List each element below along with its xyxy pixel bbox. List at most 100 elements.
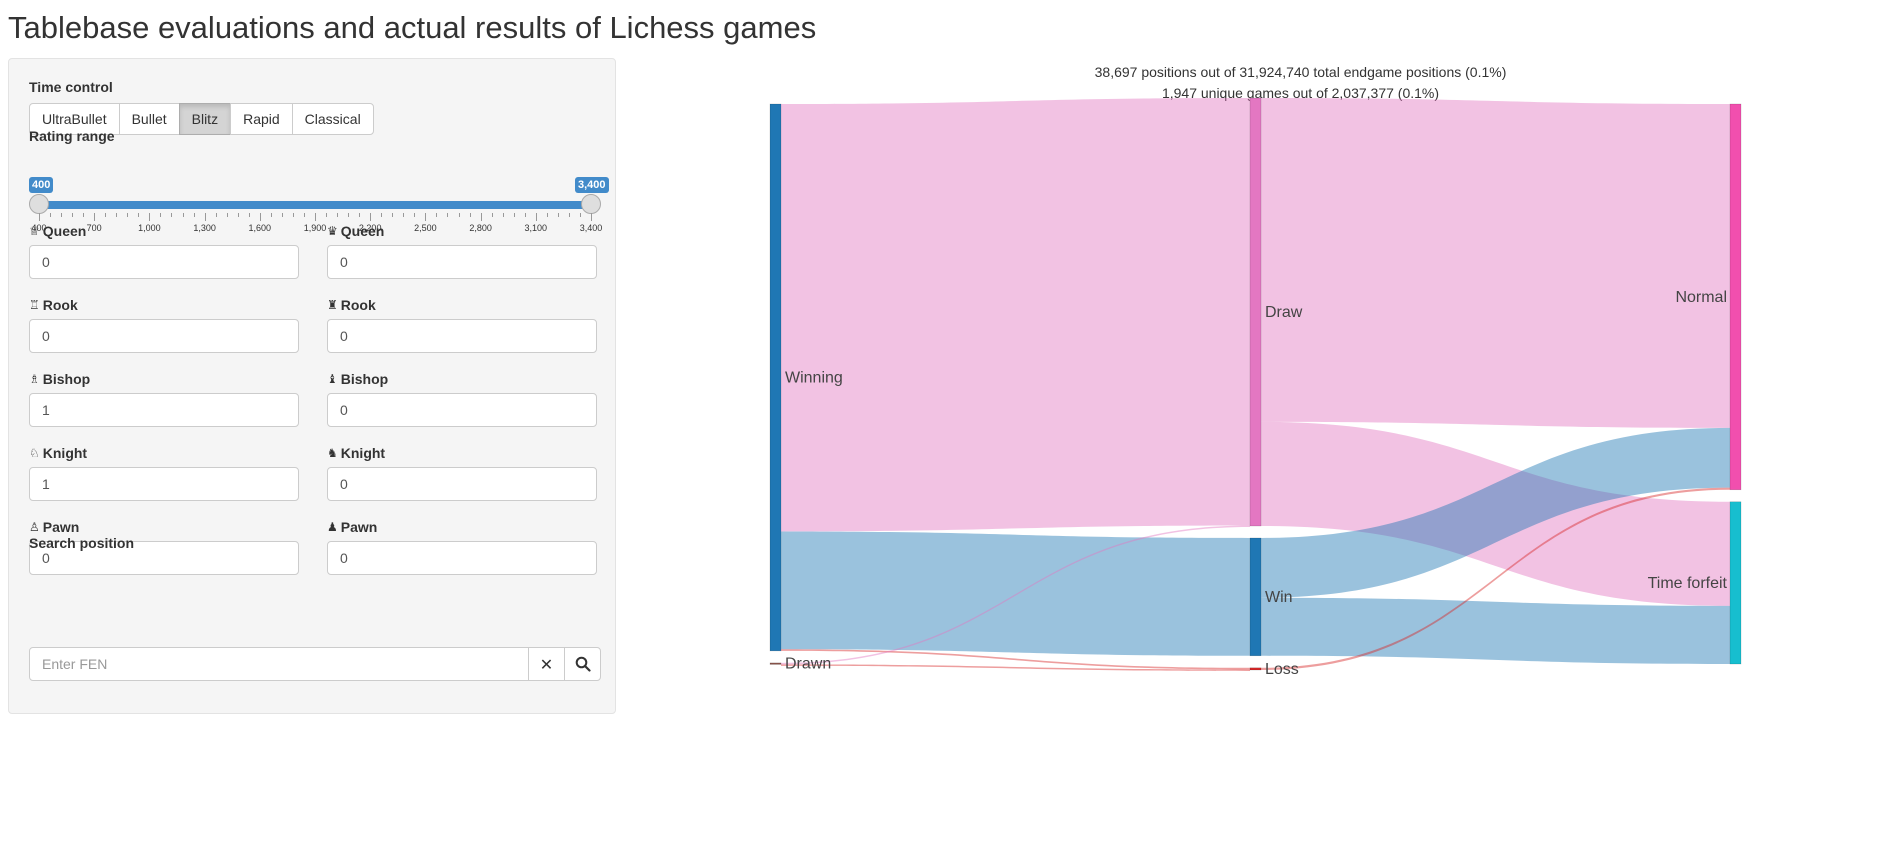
- sankey-node-label: Win: [1265, 589, 1293, 606]
- slider-tick: [127, 213, 129, 217]
- slider-tick: [447, 213, 449, 217]
- sankey-svg: Winning Drawn Draw Win Loss Normal Time forfei…: [769, 97, 1742, 678]
- sankey-node-normal[interactable]: [1729, 103, 1742, 491]
- black-knight-count-input[interactable]: [327, 467, 597, 501]
- black-queen-icon: ♛: [327, 224, 338, 238]
- black-pawn-label-text: Pawn: [340, 519, 378, 535]
- slider-tick: [105, 213, 107, 217]
- slider-tick: [215, 213, 217, 217]
- white-bishop-icon: ♗: [29, 372, 40, 386]
- sankey-link-winning-to-loss[interactable]: [781, 649, 1250, 670]
- search-button[interactable]: [564, 647, 601, 681]
- slider-low-handle[interactable]: [29, 194, 49, 214]
- white-rook-icon: ♖: [29, 298, 40, 312]
- white-bishop-label: ♗ Bishop: [29, 371, 90, 387]
- black-rook-count-input[interactable]: [327, 319, 597, 353]
- white-pawn-count-input[interactable]: [29, 541, 299, 575]
- slider-tick: [480, 213, 482, 221]
- time-control-blitz-button[interactable]: Blitz: [178, 103, 232, 135]
- slider-tick: [326, 213, 328, 217]
- sankey-node-drawn[interactable]: [769, 662, 782, 665]
- time-control-bullet-button[interactable]: Bullet: [118, 103, 180, 135]
- black-bishop-icon: ♝: [327, 372, 338, 386]
- time-control-button-group: UltraBullet Bullet Blitz Rapid Classical: [29, 103, 374, 135]
- search-position-label: Search position: [29, 535, 135, 551]
- black-rook-icon: ♜: [327, 298, 338, 312]
- sankey-node-label: Drawn: [785, 656, 831, 673]
- sankey-link-drawn-to-loss[interactable]: [781, 664, 1250, 671]
- sankey-node-draw[interactable]: [1249, 97, 1262, 527]
- black-bishop-count-input[interactable]: [327, 393, 597, 427]
- time-control-label: Time control: [29, 79, 113, 95]
- time-control-rapid-button[interactable]: Rapid: [230, 103, 293, 135]
- slider-tick: [337, 213, 339, 217]
- black-knight-label: ♞ Knight: [327, 445, 385, 461]
- slider-tick: [182, 213, 184, 217]
- sankey-chart: 38,697 positions out of 31,924,740 total…: [700, 58, 1901, 850]
- sankey-node-win[interactable]: [1249, 537, 1262, 657]
- sankey-link-drawn-to-draw[interactable]: [781, 525, 1250, 665]
- slider-tick-label: 3,100: [524, 223, 548, 233]
- search-group: ✕: [29, 647, 601, 681]
- slider-tick: [359, 213, 361, 217]
- slider-tick: [524, 213, 526, 217]
- black-queen-label: ♛ Queen: [327, 223, 384, 239]
- sankey-node-winning[interactable]: [769, 103, 782, 652]
- sankey-link-draw-to-normal[interactable]: [1261, 98, 1730, 428]
- slider-tick-label: 1,600: [248, 223, 272, 233]
- black-pawn-count-input[interactable]: [327, 541, 597, 575]
- fen-search-input[interactable]: [29, 647, 529, 681]
- slider-tick: [72, 213, 74, 217]
- slider-tick-label: 2,200: [358, 223, 382, 233]
- sankey-node-time-forfeit[interactable]: [1729, 501, 1742, 665]
- sankey-node-loss[interactable]: [1249, 667, 1262, 671]
- sankey-link-win-to-time-forfeit[interactable]: [1261, 597, 1730, 664]
- white-rook-label: ♖ Rook: [29, 297, 78, 313]
- slider-high-handle[interactable]: [581, 194, 601, 214]
- slider-bar[interactable]: [39, 201, 591, 209]
- positions-summary: 38,697 positions out of 31,924,740 total…: [1094, 64, 1507, 80]
- slider-tick: [193, 213, 195, 217]
- slider-low-value: 400: [29, 177, 54, 193]
- white-bishop-count-input[interactable]: [29, 393, 299, 427]
- black-pawn-label: ♟ Pawn: [327, 519, 377, 535]
- slider-tick: [381, 213, 383, 217]
- slider-tick: [50, 213, 52, 217]
- time-control-classical-button[interactable]: Classical: [291, 103, 374, 135]
- white-knight-label-text: Knight: [42, 445, 88, 461]
- white-knight-count-input[interactable]: [29, 467, 299, 501]
- slider-tick: [259, 213, 261, 221]
- black-knight-icon: ♞: [327, 446, 338, 460]
- slider-tick: [94, 213, 96, 221]
- white-knight-icon: ♘: [29, 446, 40, 460]
- sankey-link-winning-to-win[interactable]: [781, 531, 1250, 656]
- black-queen-count-input[interactable]: [327, 245, 597, 279]
- slider-tick-label: 1,000: [138, 223, 161, 233]
- slider-tick: [116, 213, 118, 217]
- slider-tick: [237, 213, 239, 217]
- slider-tick-label: 2,800: [469, 223, 492, 233]
- slider-tick-label: 1,900: [303, 223, 327, 233]
- white-pawn-label: ♙ Pawn: [29, 519, 79, 535]
- sankey-link-loss-to-normal[interactable]: [1261, 487, 1730, 670]
- slider-ticks: [39, 213, 592, 221]
- sankey-link-winning-to-draw[interactable]: [781, 98, 1250, 532]
- sankey-link-win-to-normal[interactable]: [1261, 427, 1730, 598]
- slider-tick: [568, 213, 570, 217]
- rating-range-slider[interactable]: 400 3,400 400 700 1,000 1,300 1,600 1,900 2,20…: [29, 177, 609, 237]
- white-pawn-icon: ♙: [29, 520, 40, 534]
- slider-tick: [292, 213, 294, 217]
- rating-range-label: Rating range: [29, 128, 115, 144]
- page-title: Tablebase evaluations and actual results…: [8, 10, 817, 45]
- slider-tick: [83, 213, 85, 217]
- slider-tick: [502, 213, 504, 217]
- slider-tick: [204, 213, 206, 221]
- slider-tick: [226, 213, 228, 217]
- time-control-ultrabullet-button[interactable]: UltraBullet: [29, 103, 120, 135]
- white-rook-count-input[interactable]: [29, 319, 299, 353]
- slider-tick: [591, 213, 592, 221]
- sankey-link-draw-to-time-forfeit[interactable]: [1261, 421, 1730, 606]
- clear-button[interactable]: ✕: [528, 647, 565, 681]
- white-queen-count-input[interactable]: [29, 245, 299, 279]
- slider-tick: [138, 213, 140, 217]
